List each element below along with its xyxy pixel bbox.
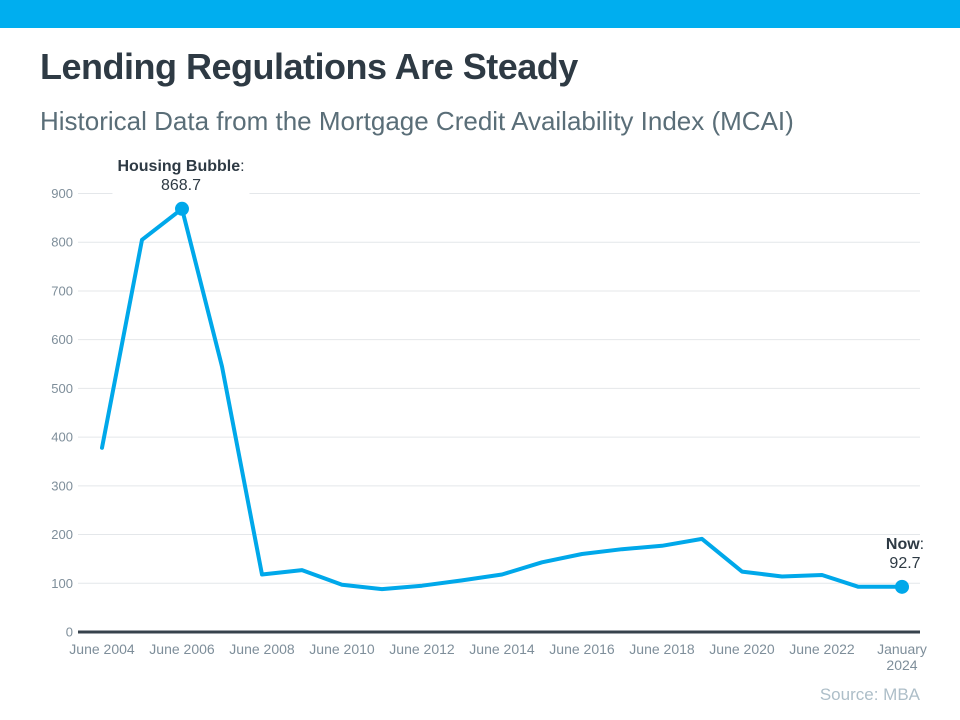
page-subtitle: Historical Data from the Mortgage Credit…: [40, 106, 794, 136]
peak-annotation-separator: :: [240, 158, 245, 175]
peak-annotation-title: Housing Bubble:: [117, 157, 244, 176]
y-tick-label-300: 300: [51, 478, 73, 493]
x-tick-label-8: June 2020: [709, 641, 775, 657]
y-tick-label-0: 0: [66, 625, 73, 640]
x-tick-label-10: January 2024: [877, 641, 927, 673]
now-annotation-value: 92.7: [889, 555, 921, 572]
x-tick-label-9: June 2022: [789, 641, 855, 657]
now-annotation: Now: 92.7: [880, 535, 930, 573]
peak-annotation-value: 868.7: [160, 177, 202, 194]
top-accent-bar: [0, 0, 960, 28]
y-tick-label-600: 600: [51, 332, 73, 347]
y-tick-label-200: 200: [51, 527, 73, 542]
x-tick-label-4: June 2012: [389, 641, 455, 657]
now-annotation-label: Now: [885, 536, 920, 553]
y-tick-label-900: 900: [51, 186, 73, 201]
y-tick-label-500: 500: [51, 381, 73, 396]
y-tick-label-800: 800: [51, 235, 73, 250]
x-tick-label-5: June 2014: [469, 641, 535, 657]
peak-annotation: Housing Bubble: 868.7: [112, 157, 250, 195]
mcai-line: [100, 206, 904, 592]
peak-annotation-label: Housing Bubble: [117, 158, 241, 175]
x-tick-label-1: June 2006: [149, 641, 215, 657]
x-tick-label-7: June 2018: [629, 641, 695, 657]
x-tick-label-0: June 2004: [69, 641, 135, 657]
marker-january-2024: [895, 579, 909, 594]
page-title: Lending Regulations Are Steady: [40, 46, 578, 87]
y-tick-label-400: 400: [51, 430, 73, 445]
x-tick-label-2: June 2008: [229, 641, 295, 657]
now-annotation-separator: :: [919, 536, 925, 553]
source-credit: Source: MBA: [819, 685, 920, 704]
y-tick-label-700: 700: [51, 283, 73, 298]
x-tick-label-6: June 2016: [549, 641, 615, 657]
x-tick-label-3: June 2010: [309, 641, 375, 657]
marker-june-2006: [175, 201, 189, 216]
y-tick-label-100: 100: [51, 576, 73, 591]
now-annotation-title: Now:: [886, 535, 924, 554]
